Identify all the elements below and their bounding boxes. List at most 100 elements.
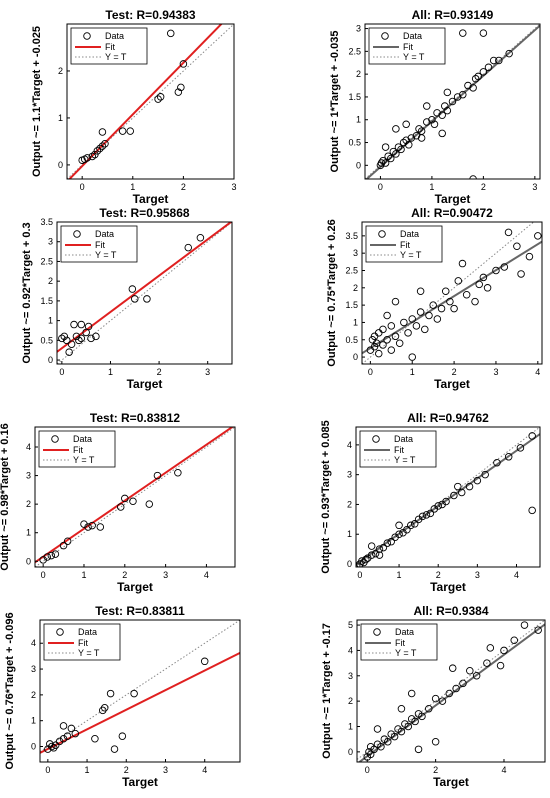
x-tick-label: 0 [378,182,383,192]
y-tick-label: 2 [356,69,361,79]
x-tick-label: 2 [122,570,127,580]
data-point [421,325,429,334]
data-point [70,320,78,329]
x-tick-label: 1 [81,570,86,580]
x-tick-label: 2 [157,367,162,377]
x-tick-label: 4 [202,765,207,775]
data-point [489,56,498,65]
data-point [67,340,76,349]
legend-data-marker [83,32,91,40]
y-tick-label: 2 [48,276,53,286]
y-tick-label: 1.5 [40,296,53,306]
data-point [62,336,71,345]
chart-title: All: R=0.9384 [413,604,488,618]
y-tick-label: 2 [26,499,31,509]
data-point [457,488,466,497]
data-point [91,150,99,159]
data-point [374,349,383,358]
legend-identity-label: Y = T [403,52,425,62]
legend-fit-label: Fit [78,638,88,648]
data-point [126,127,135,135]
data-point [362,555,370,564]
x-tick-label: 1 [130,182,135,192]
y-tick-label: 0.5 [345,335,358,345]
legend-identity-label: Y = T [400,250,422,260]
y-tick-label: 0 [48,355,53,365]
data-point [174,468,182,477]
data-point [106,689,115,698]
x-tick-label: 0 [45,765,50,775]
data-point [93,147,102,155]
x-tick-label: 2 [481,182,486,192]
axes-box [364,23,541,180]
data-point [177,83,185,92]
fit-line [362,240,542,355]
identity-line [40,620,240,753]
x-tick-label: 0 [357,570,362,580]
data-point [433,109,441,117]
data-point [492,266,500,275]
x-tick-label: 0 [368,367,373,377]
data-point [450,491,458,500]
data-point [381,143,390,151]
data-point [505,49,513,58]
data-point [479,68,488,76]
data-point [58,334,66,343]
x-tick-label: 2 [436,570,441,580]
data-point [423,102,431,110]
data-point [516,444,525,452]
data-point [407,134,416,142]
data-point [51,741,60,749]
data-point [412,131,421,140]
data-point [63,732,72,740]
data-point [450,304,458,313]
data-point [84,322,93,331]
data-point [442,497,450,506]
data-point [415,125,423,133]
data-point [438,697,447,705]
legend-identity-label: Y = T [395,648,417,658]
y-tick-label: 3 [26,471,31,481]
x-tick-label: 3 [205,367,210,377]
data-point [130,689,138,698]
data-point [434,502,442,510]
legend-data-label: Data [95,229,114,239]
y-tick-label: 3 [348,671,353,681]
data-point [411,717,419,726]
data-point [374,329,383,337]
y-tick-label: 0 [348,747,353,757]
x-tick-label: 4 [514,570,519,580]
data-point [46,740,54,748]
y-axis-label: Output ~= 0.75*Target + 0.26 [326,219,338,366]
data-point [417,134,426,142]
y-tick-label: 2 [348,696,353,706]
y-tick-label: 1 [356,115,361,125]
data-point [528,506,536,515]
y-tick-label: 2.5 [345,265,358,275]
y-tick-label: 2 [31,690,36,700]
data-point [384,152,392,160]
chart-panel-2: 0 1 2 3 0 0.5 1 1.5 2 2.5 3 All: R=0.93149 Target Out… [329,8,541,206]
data-point [392,150,400,158]
identity-line [35,427,235,567]
data-point [143,295,151,303]
data-point [370,745,378,754]
identity-line [362,222,534,364]
data-point [386,154,395,163]
x-tick-label: 0 [365,765,370,775]
data-point [129,497,137,506]
data-point [131,295,139,303]
x-tick-label: 1 [429,182,434,192]
data-point [367,551,376,559]
data-point [453,93,462,101]
y-axis-label: Output ~= 1*Target + -0.17 [321,623,333,759]
y-tick-label: 0 [353,352,358,362]
y-axis-label: Output ~= 0.93*Target + 0.085 [320,420,332,574]
y-tick-label: 1 [26,528,31,538]
data-point [59,735,68,743]
data-point [474,72,482,81]
legend-data-marker [51,435,59,443]
